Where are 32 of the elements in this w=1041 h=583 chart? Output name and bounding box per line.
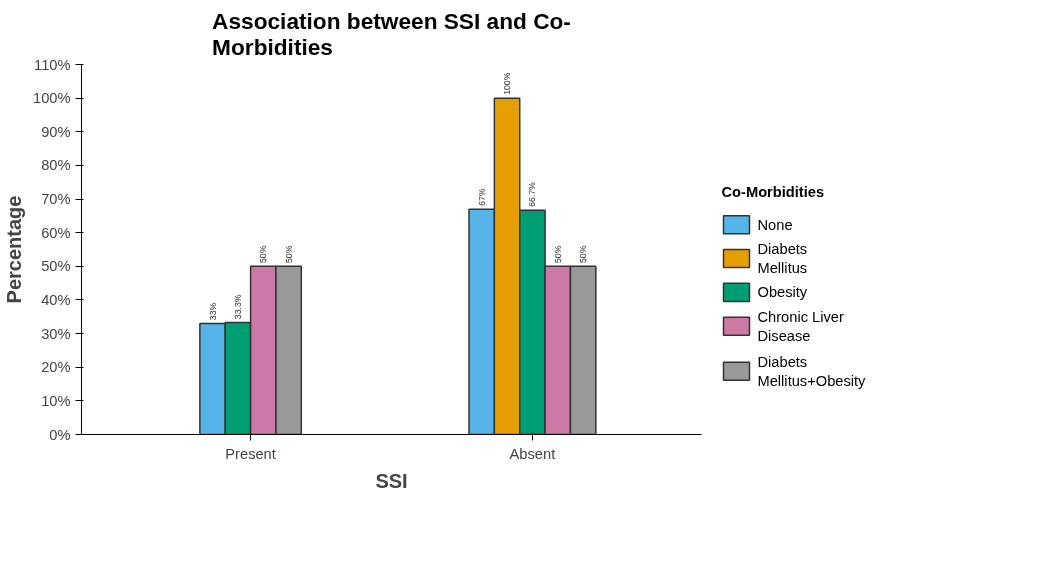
data-label: 33.3% [232,294,243,320]
y-tick-label: 10% [41,392,71,409]
data-label: 67% [476,188,487,206]
y-tick-label: 40% [41,291,71,308]
y-tick-label: 70% [41,191,71,208]
y-tick-label: 50% [41,258,71,275]
y-tick-label: 80% [41,157,71,174]
y-tick-label: 20% [41,359,71,376]
legend-label: Obesity [757,284,808,301]
y-tick-label: 60% [41,224,71,241]
x-tick-label: Present [225,445,276,462]
y-tick-label: 90% [41,123,71,140]
legend-label: Diabets Mellitus [757,240,808,277]
y-tick-label: 0% [49,426,71,443]
data-label: 50% [552,245,563,263]
y-tick-label: 100% [33,90,71,107]
data-label: 50% [578,245,589,263]
y-tick-label: 30% [41,325,71,342]
y-axis-title: Percentage [3,195,26,304]
data-label: 50% [283,245,294,263]
legend-label: Diabets Mellitus+Obesity [757,353,867,389]
legend-label: Chronic Liver Disease [757,308,844,344]
data-label: 100% [502,72,513,95]
data-label: 33% [207,302,218,321]
legend-label: None [757,216,793,233]
x-tick-label: Absent [509,445,556,462]
y-tick-label: 110% [34,56,71,73]
x-axis-title: SSI [375,469,408,492]
legend-title: Co-Morbidities [721,184,825,201]
chart-title: Association between SSI and Co- Morbidities [212,7,571,60]
data-label: 66.7% [527,181,538,207]
data-label: 50% [258,245,269,263]
